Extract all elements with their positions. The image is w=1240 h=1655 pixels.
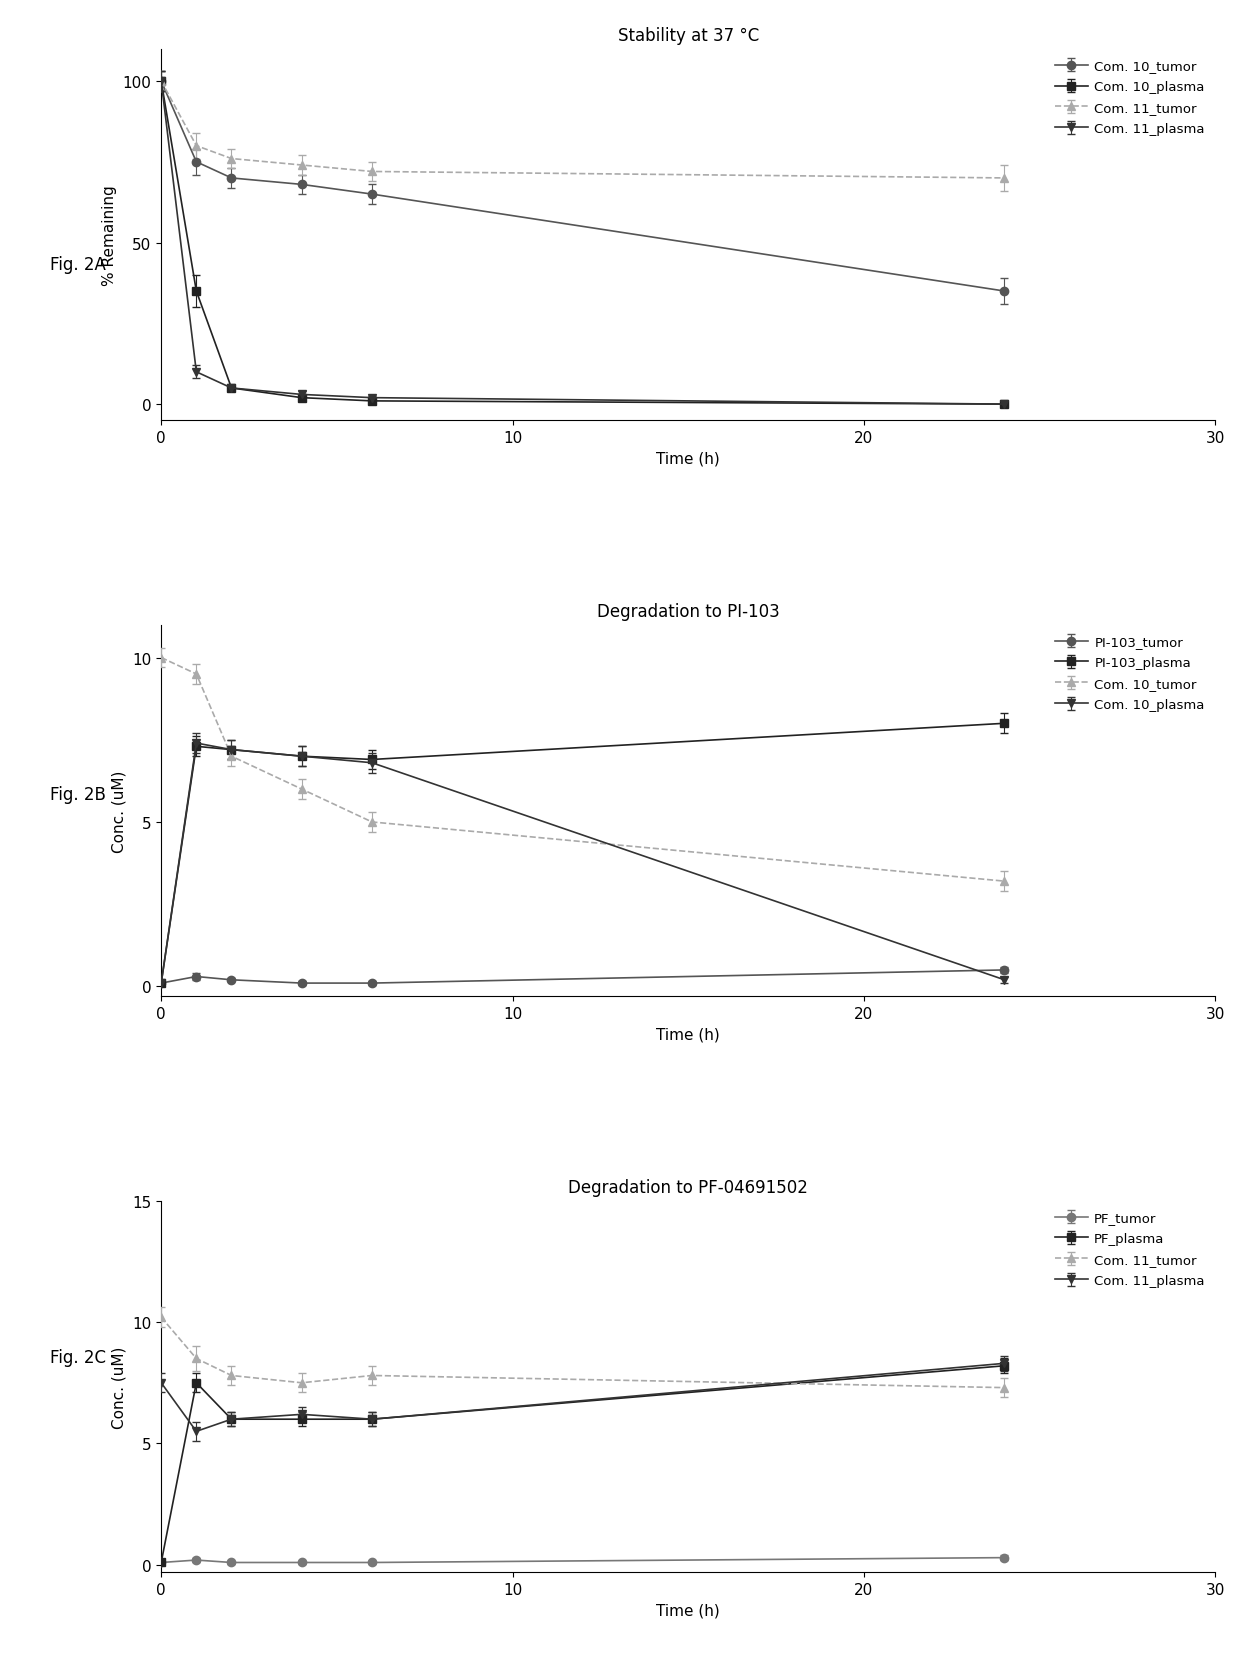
Title: Stability at 37 °C: Stability at 37 °C: [618, 28, 759, 45]
Y-axis label: Conc. (uM): Conc. (uM): [112, 1346, 126, 1428]
X-axis label: Time (h): Time (h): [656, 452, 720, 467]
Y-axis label: % Remaining: % Remaining: [102, 185, 117, 286]
Legend: PF_tumor, PF_plasma, Com. 11_tumor, Com. 11_plasma: PF_tumor, PF_plasma, Com. 11_tumor, Com.…: [1050, 1208, 1209, 1291]
Text: Fig. 2A: Fig. 2A: [50, 257, 105, 273]
X-axis label: Time (h): Time (h): [656, 1026, 720, 1043]
Legend: PI-103_tumor, PI-103_plasma, Com. 10_tumor, Com. 10_plasma: PI-103_tumor, PI-103_plasma, Com. 10_tum…: [1050, 632, 1209, 715]
Y-axis label: Conc. (uM): Conc. (uM): [112, 770, 126, 852]
Text: Fig. 2B: Fig. 2B: [50, 786, 105, 803]
X-axis label: Time (h): Time (h): [656, 1602, 720, 1617]
Text: Fig. 2C: Fig. 2C: [50, 1349, 105, 1365]
Title: Degradation to PF-04691502: Degradation to PF-04691502: [568, 1178, 808, 1197]
Legend: Com. 10_tumor, Com. 10_plasma, Com. 11_tumor, Com. 11_plasma: Com. 10_tumor, Com. 10_plasma, Com. 11_t…: [1050, 56, 1209, 141]
Title: Degradation to PI-103: Degradation to PI-103: [596, 602, 780, 621]
